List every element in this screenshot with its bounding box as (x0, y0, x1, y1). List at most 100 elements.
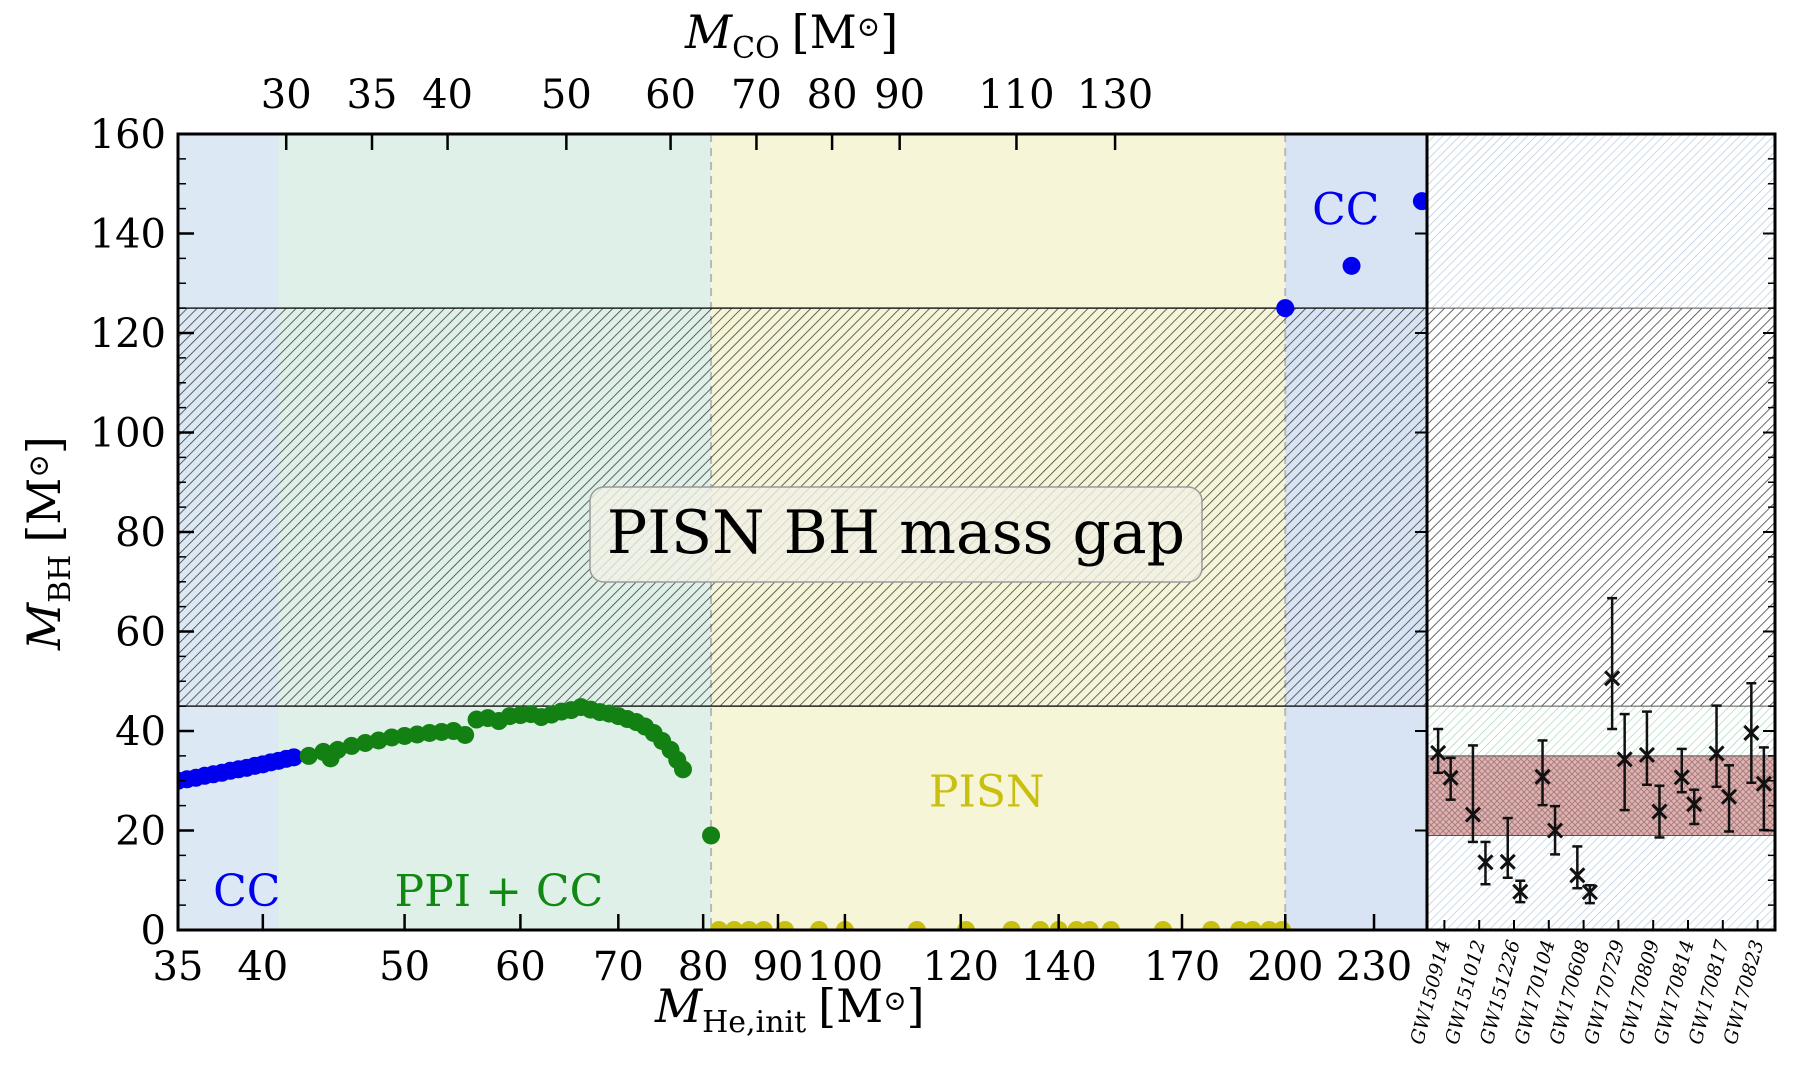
x-tick-label: 200 (1247, 944, 1323, 990)
data-point-s1-3 (328, 740, 347, 759)
gw-marker-7-m2 (1686, 796, 1703, 813)
top-x-tick-label: 50 (541, 72, 592, 118)
gw-marker-6-m1 (1638, 746, 1656, 763)
y-tick-label: 140 (90, 212, 166, 258)
top-x-axis-title: MCO [M⊙] (684, 5, 898, 66)
gw-marker-8-m2 (1720, 788, 1738, 805)
top-x-tick-label: 60 (645, 72, 696, 118)
mass-gap-label-box (589, 486, 1203, 583)
gw-bands-layer (1427, 134, 1775, 930)
data-point-s2-0 (709, 921, 728, 930)
x-tick-label: 230 (1336, 944, 1412, 990)
data-point-s1-13 (456, 725, 475, 744)
tick-labels-layer: 35 40 50 60 70 80 90 100 120 140 170 200 23002040608… (90, 72, 1769, 1047)
data-point-s2-16 (1202, 921, 1221, 930)
y-axis-title: MBH[M⊙] (17, 436, 78, 651)
y-tick-label: 80 (115, 510, 166, 556)
region-label-2: PISN (929, 767, 1045, 818)
gw-panel (1427, 134, 1775, 930)
top-x-tick-label: 35 (347, 72, 398, 118)
data-point-s1-36 (673, 760, 692, 779)
top-x-tick-label: 70 (731, 72, 782, 118)
data-point-s2-2 (740, 921, 759, 930)
top-x-tick-label: 30 (261, 72, 312, 118)
top-x-tick-label: 90 (874, 72, 925, 118)
y-tick-label: 100 (90, 411, 166, 457)
x-tick-label: 170 (1144, 944, 1220, 990)
data-point-s2-13 (1080, 921, 1099, 930)
top-x-tick-label: 110 (978, 72, 1054, 118)
gw-marker-6-m2 (1651, 803, 1668, 820)
x-tick-label: 100 (807, 944, 883, 990)
y-tick-label: 0 (141, 908, 166, 954)
y-tick-label: 40 (115, 709, 166, 755)
gw-marker-5-m1 (1604, 670, 1621, 687)
data-point-s1-37 (702, 826, 721, 845)
data-point-s1-5 (356, 733, 375, 752)
data-point-s3-0 (1276, 299, 1295, 318)
x-tick-label: 50 (379, 944, 430, 990)
region-label-3: CC (1312, 185, 1379, 236)
y-tick-label: 120 (90, 311, 166, 357)
data-point-s3-2 (1412, 192, 1427, 211)
mass-gap-label-text: PISN BH mass gap (607, 498, 1185, 568)
data-point-s2-1 (725, 921, 744, 930)
x-tick-label: 40 (237, 944, 288, 990)
data-point-s2-20 (1273, 921, 1292, 930)
points-layer (178, 192, 1427, 930)
data-point-s2-9 (1002, 921, 1021, 930)
data-point-s1-4 (342, 736, 361, 755)
gw-marker-3-m2 (1546, 822, 1564, 839)
x-axis-title: MHe,init [M⊙] (654, 979, 925, 1040)
gw-marker-9-m2 (1755, 775, 1772, 792)
gw-marker-2-m1 (1499, 853, 1516, 870)
x-tick-label: 70 (593, 944, 644, 990)
gw-marker-9-m1 (1743, 724, 1760, 742)
data-point-s2-10 (1031, 921, 1050, 930)
gw-marker-3-m1 (1534, 768, 1551, 785)
gw-marker-5-m2 (1616, 751, 1633, 768)
gw-marker-2-m2 (1512, 883, 1529, 900)
gw-marker-8-m1 (1708, 745, 1725, 762)
y-tick-label: 160 (90, 112, 166, 158)
gw-band-1 (1427, 308, 1775, 707)
gw-marker-0-m1 (1430, 744, 1447, 761)
region-label-0: CC (213, 866, 280, 917)
data-point-s2-3 (754, 921, 773, 930)
region-label-1: PPI + CC (394, 866, 603, 917)
data-point-s1-0 (299, 746, 318, 765)
x-tick-label: 120 (923, 944, 999, 990)
gw-events-layer (1430, 596, 1772, 905)
gw-marker-4-m1 (1569, 867, 1586, 884)
region-labels-layer: CC PPI + CC PISN CC (213, 185, 1379, 918)
data-point-s2-14 (1101, 921, 1120, 930)
top-x-tick-label: 40 (422, 72, 473, 118)
gw-band-0 (1427, 134, 1775, 309)
data-point-s2-17 (1230, 921, 1249, 930)
ticks-layer (176, 132, 1775, 932)
y-tick-label: 20 (115, 809, 166, 855)
data-point-s2-15 (1154, 921, 1173, 930)
data-point-s2-5 (809, 921, 828, 930)
top-x-tick-label: 130 (1077, 72, 1153, 118)
gw-marker-7-m1 (1673, 769, 1690, 786)
data-point-s2-7 (907, 921, 926, 930)
gw-marker-4-m2 (1581, 884, 1598, 901)
x-tick-label: 90 (753, 944, 804, 990)
data-point-s0-14 (284, 748, 303, 767)
data-point-s2-18 (1243, 921, 1262, 930)
gw-marker-0-m2 (1442, 769, 1459, 786)
top-x-tick-label: 80 (807, 72, 858, 118)
x-tick-label: 80 (678, 944, 729, 990)
x-tick-label: 35 (153, 944, 204, 990)
x-tick-label: 60 (495, 944, 546, 990)
x-tick-label: 140 (1020, 944, 1096, 990)
gw-band-3 (1427, 755, 1775, 836)
mass-gap-label: PISN BH mass gap (589, 486, 1203, 583)
y-tick-label: 60 (115, 610, 166, 656)
gw-band-4 (1427, 835, 1775, 930)
data-point-s2-4 (776, 921, 794, 930)
data-point-s3-1 (1342, 256, 1361, 275)
gw-marker-1-m1 (1464, 806, 1482, 823)
